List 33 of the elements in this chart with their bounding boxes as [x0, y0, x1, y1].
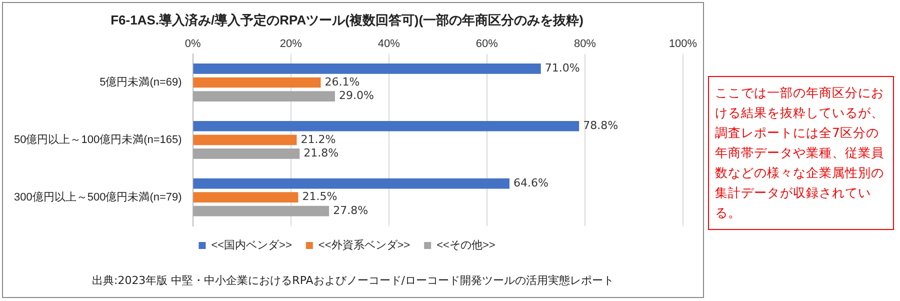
- bar: [193, 91, 335, 102]
- text: ここでは一部の年商区分における結果を抜粋しているが、調査レポートには全7区分の年商帯データや業種、従業員数などの様々な企業属性別の集計データが収録されている。: [708, 76, 894, 230]
- bar: [193, 120, 580, 132]
- y-tick-label: 5億円未満(n=69): [100, 76, 182, 89]
- legend-label: <<国内ベンダ>>: [211, 238, 292, 252]
- data-label: 27.8%: [333, 204, 368, 217]
- data-label: 71.0%: [544, 62, 580, 75]
- bar: [193, 77, 321, 88]
- bar: [193, 134, 297, 146]
- source-note: 出典:2023年版 中堅・中小企業におけるRPAおよびノーコード/ローコード開発ツールの活用実態レポート: [90, 273, 615, 288]
- bar: [193, 206, 330, 216]
- x-tick-label: 20%: [280, 38, 302, 50]
- x-tick-label: 100%: [668, 38, 698, 50]
- bar: [193, 178, 510, 189]
- data-label: 21.8%: [304, 146, 339, 160]
- chart-title: F6-1AS.導入済み/導入予定のRPAツール(複数回答可)(一部の年商区分のみを抜粋): [110, 12, 584, 28]
- y-tick-label: 300億円以上～500億円未満(n=79): [14, 190, 182, 204]
- data-label: 64.6%: [513, 176, 548, 190]
- legend-label: <<その他>>: [436, 240, 496, 252]
- data-label: 26.1%: [324, 75, 360, 88]
- bar: [193, 148, 300, 159]
- x-tick-label: 40%: [378, 38, 400, 50]
- data-label: 21.5%: [302, 190, 338, 204]
- y-tick-label: 50億円以上～100億円未満(n=165): [14, 132, 182, 146]
- legend-label: <<外資系ベンダ>>: [318, 238, 410, 252]
- x-tick-label: 60%: [476, 38, 498, 50]
- bar: [193, 192, 298, 202]
- data-label: 78.8%: [583, 118, 618, 132]
- data-label: 29.0%: [338, 89, 374, 102]
- x-tick-label: 80%: [574, 38, 596, 50]
- bar: [193, 64, 541, 74]
- data-label: 21.2%: [300, 132, 336, 146]
- x-tick-label: 0%: [184, 38, 201, 50]
